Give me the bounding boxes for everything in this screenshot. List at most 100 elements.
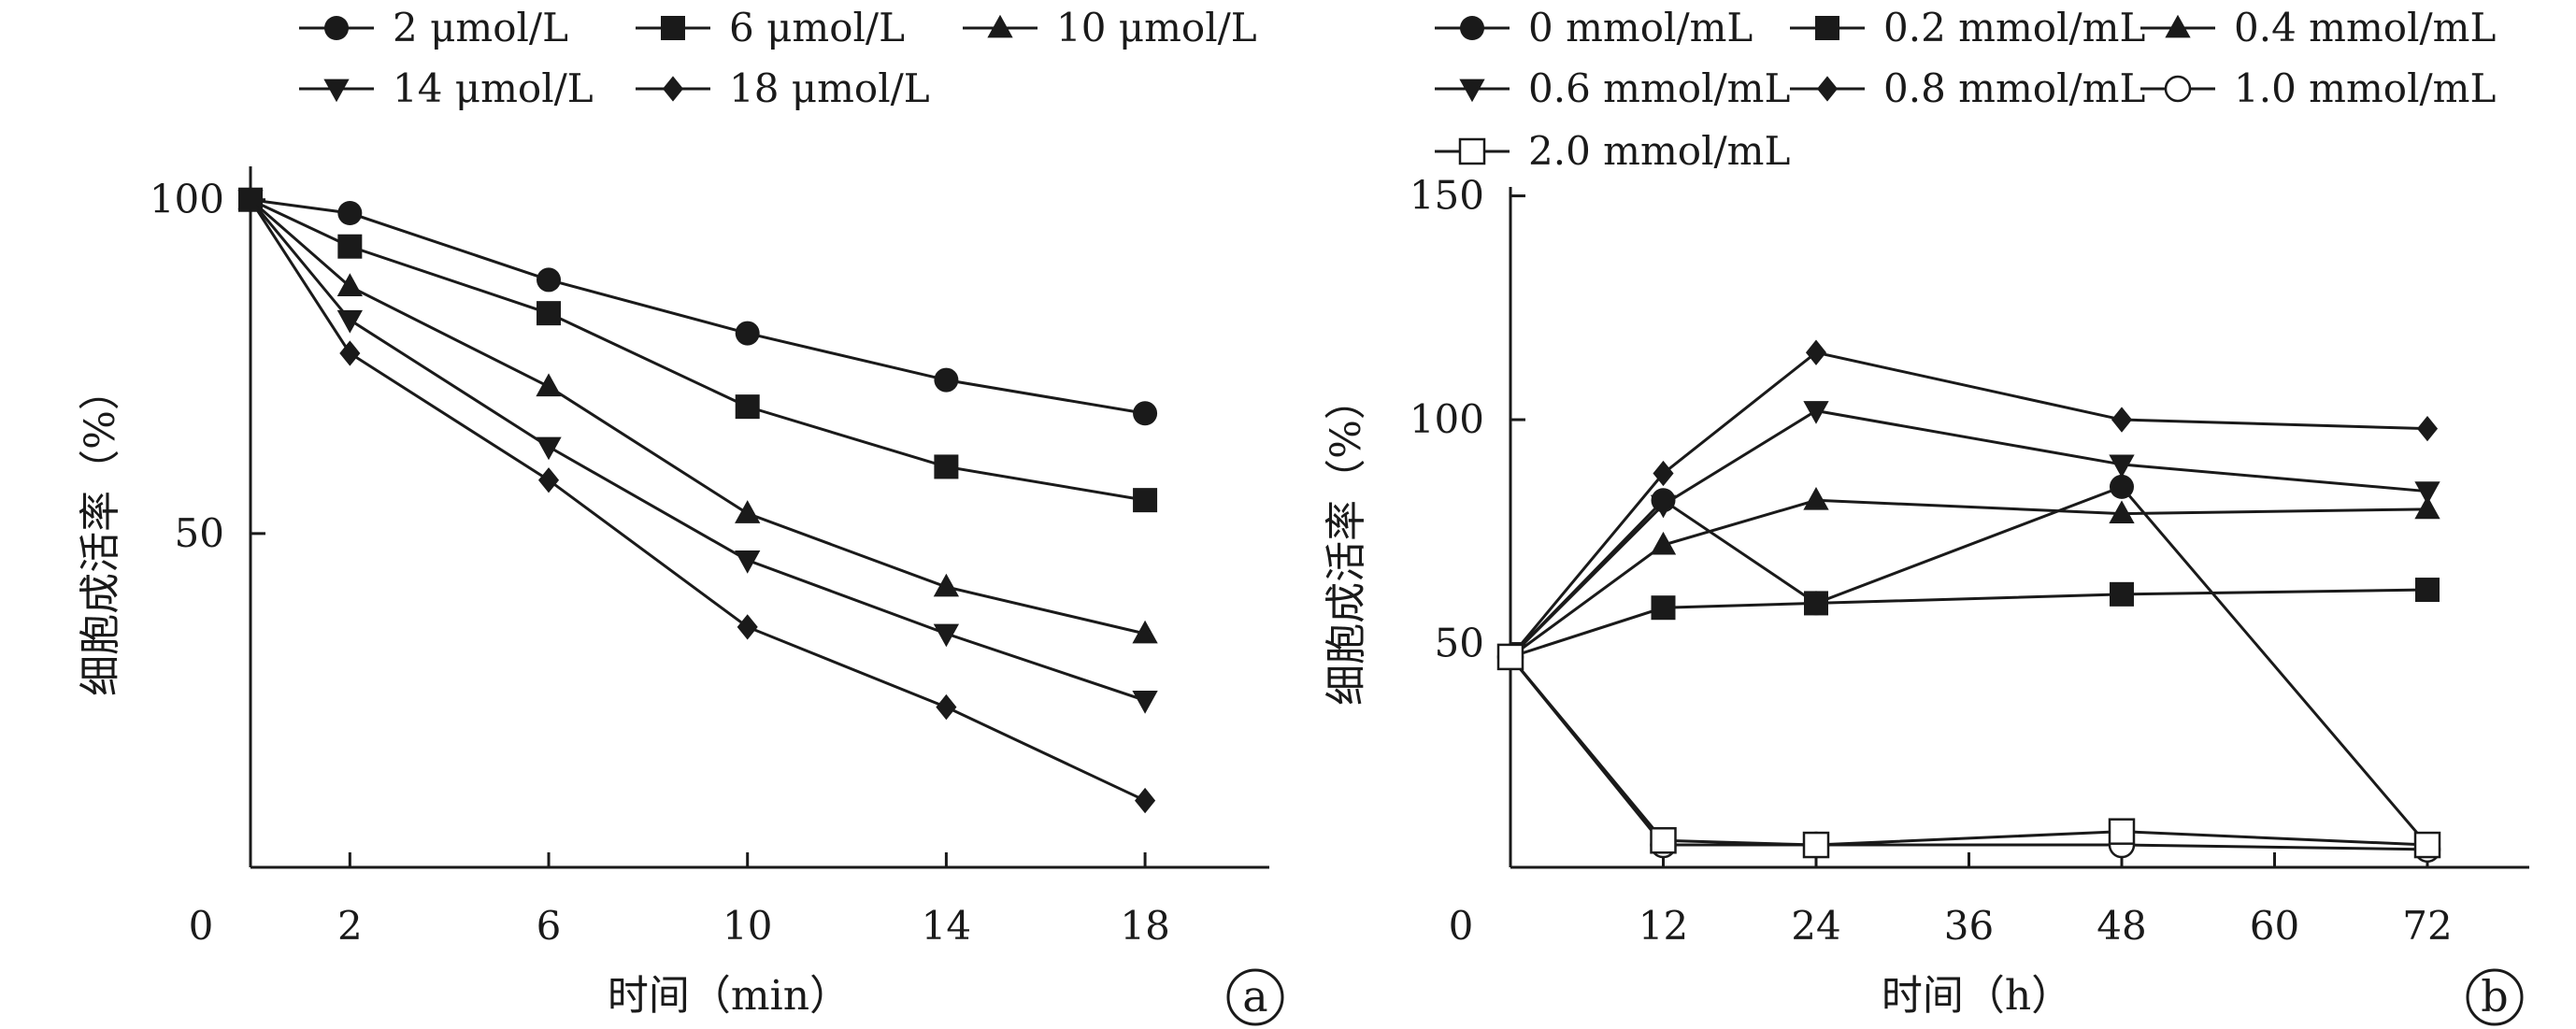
- panel-b-series-6-point-3: [2108, 818, 2136, 845]
- panel-b-series-4-point-4: [2416, 415, 2439, 442]
- panel-a-series-0-point-3: [735, 321, 760, 346]
- panel-b-legend-item-6: 2.0 mmol/mL: [1435, 128, 1790, 174]
- panel-b-series-0-line: [1509, 485, 2429, 847]
- panel-b-series-2: [1497, 486, 2440, 667]
- panel-a-legend-label-4: 18 μmol/L: [729, 65, 930, 111]
- panel-a-legend-marker-0: [324, 16, 349, 40]
- panel-a-series-4-point-0: [239, 187, 262, 213]
- panel-b-series-5: [1496, 643, 2441, 864]
- panel-b-ytick-label-0: 50: [1435, 621, 1484, 666]
- panel-b-series-2-point-2: [1803, 486, 1829, 510]
- panel-b-legend-marker-5: [2164, 75, 2192, 103]
- panel-b-legend-marker-1: [1815, 16, 1839, 40]
- panel-a-origin-label: 0: [189, 903, 214, 949]
- panel-a-series-2-point-2: [536, 373, 562, 397]
- panel-a-series-3: [237, 190, 1158, 714]
- panel-a-legend-label-1: 6 μmol/L: [729, 5, 905, 50]
- panel-b-legend-marker-6: [1458, 137, 1486, 165]
- panel-a-legend-item-2: 10 μmol/L: [963, 5, 1257, 50]
- panel-b-legend-label-5: 1.0 mmol/mL: [2234, 65, 2496, 111]
- panel-b-series-4: [1499, 339, 2439, 670]
- panel-a-legend-marker-3: [323, 79, 350, 103]
- panel-b-series-4-point-3: [2111, 407, 2133, 433]
- panel-b-xtick-label-0: 12: [1639, 903, 1688, 949]
- panel-a-series-1-point-4: [934, 454, 959, 479]
- axes-a: 50 100 2 6 10 14 18: [150, 166, 1269, 949]
- panel-b-legend-item-0: 0 mmol/mL: [1435, 5, 1753, 50]
- panel-a-series-2-line: [250, 198, 1146, 636]
- panel-b-x-title: 时间（h）: [1882, 972, 2072, 1020]
- panel-a-legend-label-0: 2 μmol/L: [393, 5, 568, 50]
- panel-a-series-2-point-5: [1132, 620, 1158, 644]
- panel-a-series-3-point-1: [336, 309, 363, 334]
- panel-b-legend-label-4: 0.8 mmol/mL: [1883, 65, 2145, 111]
- panel-b-series-1-point-1: [1651, 595, 1676, 621]
- panel-b-origin-label: 0: [1449, 903, 1474, 949]
- panel-b-series-3-point-3: [2109, 454, 2135, 479]
- panel-b-series-2-point-3: [2109, 500, 2135, 524]
- panel-a-series-0: [238, 187, 1158, 426]
- panel-a-series-4-point-4: [936, 693, 957, 721]
- panel-b-legend-marker-0: [1460, 16, 1484, 40]
- panel-a-ytick-label-0: 50: [175, 510, 224, 556]
- panel-a-series-3-point-3: [735, 550, 761, 574]
- series-a: [237, 186, 1158, 814]
- panel-a-series-1-point-2: [537, 301, 562, 326]
- panel-a-series-1: [238, 187, 1158, 513]
- panel-a-y-title: 细胞成活率（%）: [77, 369, 124, 696]
- panel-b-xtick-label-1: 24: [1791, 903, 1840, 949]
- panel-b-legend-item-5: 1.0 mmol/mL: [2140, 65, 2496, 111]
- axes-b: 50 100 150 12 24 36 48 60 72: [1410, 173, 2529, 949]
- panel-b-ytick-label-1: 100: [1410, 396, 1484, 442]
- panel-a-xtick-label-0: 2: [337, 903, 363, 949]
- panel-b-series-6-point-1: [1650, 827, 1677, 854]
- panel-a-series-0-point-5: [1133, 401, 1158, 426]
- panel-b-legend-item-4: 0.8 mmol/mL: [1790, 65, 2145, 111]
- panel-b-xtick-label-4: 60: [2250, 903, 2299, 949]
- panel-b-series-6-point-4: [2413, 831, 2441, 859]
- panel-b-series-3-point-1: [1650, 494, 1677, 519]
- panel-a-series-4-point-3: [737, 614, 758, 640]
- panel-b-series-4-point-1: [1653, 460, 1674, 487]
- panel-b-series-2-line: [1510, 498, 2428, 659]
- panel-b-xtick-label-3: 48: [2097, 903, 2146, 949]
- panel-a-ytick-label-1: 100: [150, 177, 224, 222]
- panel-a-legend-item-3: 14 μmol/L: [299, 65, 594, 111]
- legend-a: 2 μmol/L 6 μmol/L 10 μmol/L 14 μmol/L 18 μmo…: [299, 5, 1257, 111]
- panel-b-series-1-point-3: [2110, 581, 2134, 607]
- panel-a-series-1-point-3: [735, 394, 760, 420]
- panel-b-ytick-label-2: 150: [1410, 173, 1484, 219]
- panel-b: 0 mmol/mL 0.2 mmol/mL 0.4 mmol/mL 0.6 mmol/…: [1323, 5, 2529, 1026]
- panel-a-xtick-label-2: 10: [723, 903, 772, 949]
- panel-b-legend-marker-3: [1459, 79, 1485, 103]
- panel-a-series-4-line: [249, 198, 1146, 802]
- panel-b-letter-circle: [2466, 968, 2524, 1026]
- panel-a-series-0-point-2: [537, 267, 562, 293]
- panel-a-legend-marker-1: [661, 16, 685, 40]
- panel-a-legend-label-2: 10 μmol/L: [1056, 5, 1257, 50]
- panel-b-legend-label-0: 0 mmol/mL: [1528, 5, 1753, 50]
- panel-a: 2 μmol/L 6 μmol/L 10 μmol/L 14 μmol/L 18 μmo…: [77, 5, 1284, 1026]
- panel-a-series-1-point-1: [337, 234, 363, 259]
- panel-a-series-0-point-1: [337, 201, 363, 225]
- panel-a-series-2-point-4: [933, 573, 960, 597]
- panel-a-series-4-point-5: [1135, 787, 1156, 814]
- panel-a-series-3-line: [249, 198, 1146, 702]
- panel-b-xtick-label-5: 72: [2402, 903, 2452, 949]
- panel-a-xtick-label-3: 14: [922, 903, 971, 949]
- panel-b-series-1-point-2: [1804, 591, 1828, 616]
- panel-a-series-4: [239, 187, 1156, 814]
- panel-a-series-1-point-5: [1133, 488, 1158, 513]
- panel-b-legend-item-3: 0.6 mmol/mL: [1435, 65, 1790, 111]
- panel-a-xtick-label-4: 18: [1120, 903, 1169, 949]
- panel-a-series-1-line: [250, 198, 1146, 502]
- panel-a-letter-circle: [1226, 968, 1284, 1026]
- panel-b-xtick-label-2: 36: [1944, 903, 1994, 949]
- panel-b-series-2-point-4: [2414, 495, 2440, 520]
- panel-b-letter: b: [2481, 971, 2508, 1022]
- panel-b-legend-label-1: 0.2 mmol/mL: [1883, 5, 2145, 50]
- panel-b-series-3-point-2: [1803, 401, 1829, 424]
- panel-b-legend-marker-4: [1816, 76, 1839, 102]
- panel-b-series-0: [1498, 474, 2440, 858]
- panel-a-series-4-point-2: [537, 467, 560, 493]
